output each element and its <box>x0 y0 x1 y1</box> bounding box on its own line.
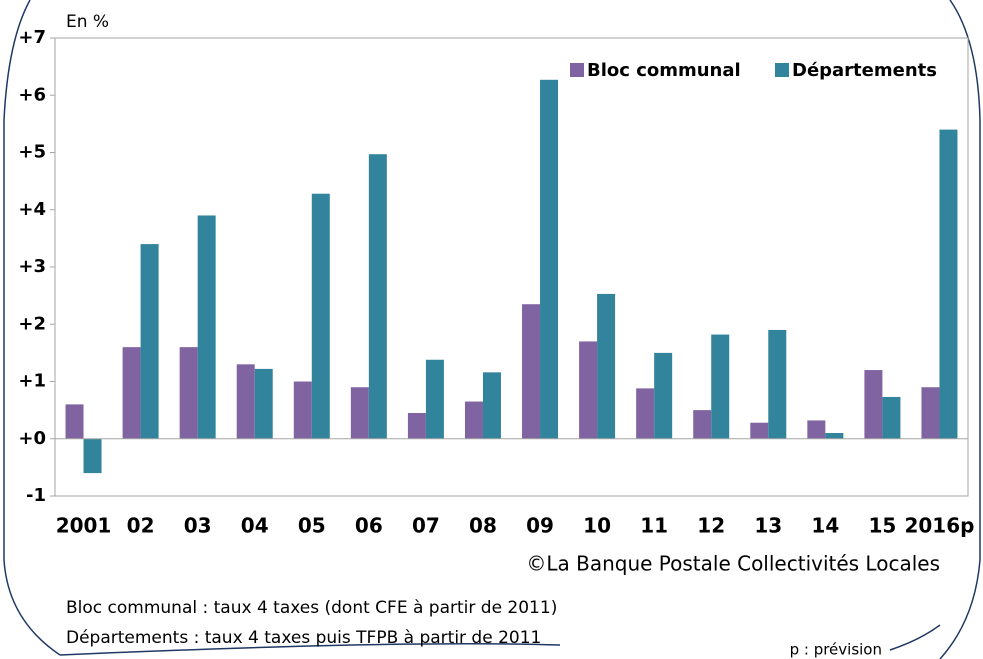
source: ©La Banque Postale Collectivités Locales <box>526 552 940 576</box>
bar <box>711 334 730 439</box>
frame <box>3 0 981 659</box>
bar <box>921 387 940 439</box>
legend-swatch <box>570 63 584 77</box>
bar <box>179 347 198 439</box>
x-tick-label: 05 <box>298 514 326 538</box>
note: Bloc communal : taux 4 taxes (dont CFE à… <box>66 598 557 618</box>
legend-swatch <box>775 63 789 77</box>
bar <box>807 420 826 439</box>
x-tick-label: 14 <box>811 514 839 538</box>
y-tick-label: +3 <box>18 256 46 277</box>
x-tick-label: 10 <box>583 514 611 538</box>
bar <box>636 388 655 439</box>
bar <box>122 347 141 439</box>
x-tick-label: 2001 <box>56 514 112 538</box>
x-tick-label: 09 <box>526 514 554 538</box>
bar <box>464 401 483 439</box>
bar <box>882 396 901 439</box>
y-tick-label: +0 <box>18 428 46 449</box>
x-tick-label: 13 <box>754 514 782 538</box>
bar <box>425 359 444 439</box>
bar <box>140 244 159 439</box>
bar <box>654 352 673 439</box>
y-tick-label: -1 <box>26 485 46 506</box>
bar <box>83 438 102 474</box>
y-axis-label: En % <box>66 12 109 32</box>
bar <box>579 341 598 439</box>
y-tick-label: +7 <box>18 27 46 48</box>
bar <box>522 304 541 439</box>
bar <box>939 129 958 439</box>
note: Départements : taux 4 taxes puis TFPB à … <box>66 628 541 648</box>
bar <box>407 412 426 439</box>
footnote: p : prévision <box>790 641 882 659</box>
x-tick-label: 12 <box>697 514 725 538</box>
x-tick-label: 15 <box>868 514 896 538</box>
y-tick-label: +6 <box>18 84 46 105</box>
x-tick-label: 04 <box>241 514 269 538</box>
x-tick-label: 07 <box>412 514 440 538</box>
bar <box>864 370 883 439</box>
bar <box>254 368 273 439</box>
bar <box>197 215 216 439</box>
legend-label: Départements <box>792 60 937 81</box>
bar <box>368 154 387 439</box>
bar <box>540 79 559 439</box>
x-tick-label: 03 <box>184 514 212 538</box>
y-tick-label: +1 <box>18 371 46 392</box>
bar <box>236 364 255 439</box>
y-tick-label: +5 <box>18 142 46 163</box>
bar <box>597 293 616 439</box>
bar <box>293 381 312 439</box>
x-tick-label: 11 <box>640 514 668 538</box>
bar <box>768 329 787 439</box>
bar <box>311 193 330 439</box>
x-tick-label: 02 <box>127 514 155 538</box>
bar <box>825 433 844 439</box>
y-tick-label: +2 <box>18 313 46 334</box>
y-tick-label: +4 <box>18 199 46 220</box>
bar <box>750 422 769 439</box>
bar <box>350 387 369 439</box>
bar <box>693 410 712 439</box>
x-tick-label: 2016p <box>904 514 974 538</box>
x-tick-label: 08 <box>469 514 497 538</box>
x-tick-label: 06 <box>355 514 383 538</box>
legend-label: Bloc communal <box>587 60 741 81</box>
bar <box>482 372 501 439</box>
bar <box>65 404 84 439</box>
